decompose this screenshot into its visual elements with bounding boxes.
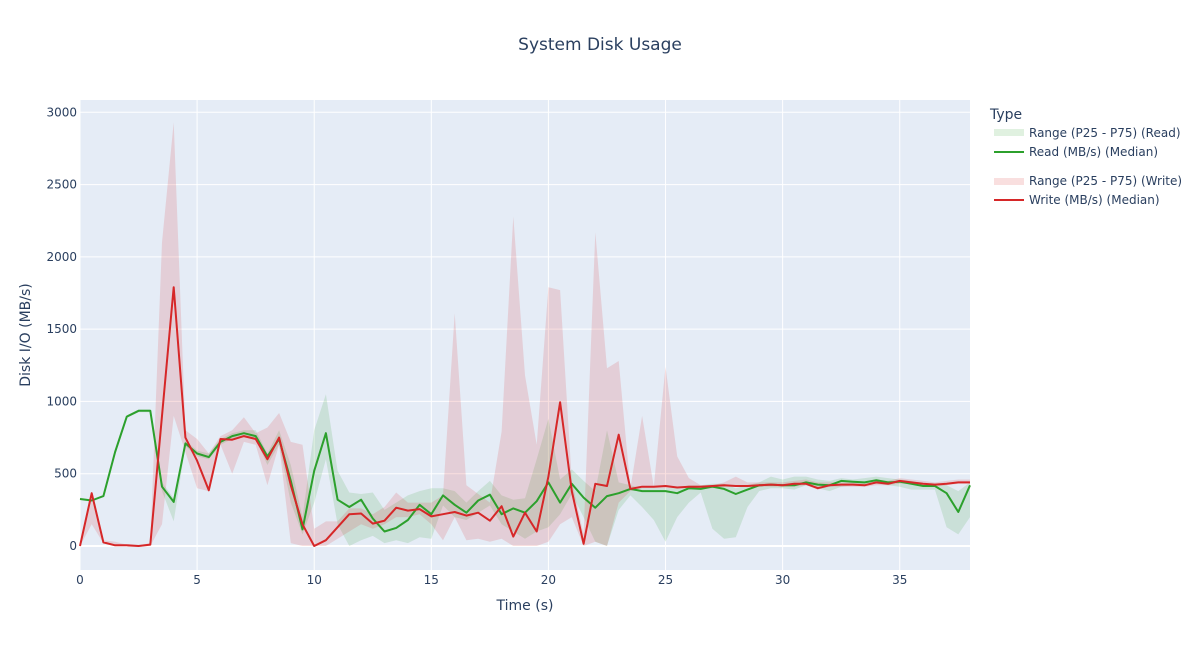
- y-tick-label: 1000: [46, 394, 77, 408]
- y-tick-label: 1500: [46, 322, 77, 336]
- grid: [79, 100, 970, 570]
- bands: [80, 122, 970, 547]
- legend-item-read[interactable]: Read (MB/s) (Median): [994, 145, 1158, 159]
- lines: [79, 286, 971, 547]
- y-tick-label: 2000: [46, 250, 77, 264]
- y-axis-label: Disk I/O (MB/s): [18, 283, 34, 386]
- plot-area: [80, 100, 970, 570]
- x-axis-label: Time (s): [496, 598, 554, 614]
- y-tick-label: 0: [69, 539, 77, 553]
- legend-label: Range (P25 - P75) (Write): [1029, 174, 1182, 188]
- y-tick-label: 2500: [46, 178, 77, 192]
- chart-title: System Disk Usage: [518, 35, 682, 55]
- legend-item-write[interactable]: Write (MB/s) (Median): [994, 193, 1160, 207]
- tick-labels: 0 5 10 15 20 25 30 35 0 500 1000 1500 2000 2500 3000: [46, 105, 907, 587]
- x-tick-label: 10: [307, 573, 322, 587]
- legend-item-write-band[interactable]: Range (P25 - P75) (Write): [994, 174, 1182, 188]
- legend-item-read-band[interactable]: Range (P25 - P75) (Read): [994, 126, 1181, 140]
- x-tick-label: 30: [775, 573, 790, 587]
- x-tick-label: 20: [541, 573, 556, 587]
- x-tick-label: 35: [892, 573, 907, 587]
- x-tick-label: 5: [193, 573, 201, 587]
- y-tick-label: 3000: [46, 105, 77, 119]
- x-tick-label: 25: [658, 573, 673, 587]
- x-tick-label: 15: [424, 573, 439, 587]
- write-median-line: [79, 286, 970, 547]
- legend-label: Write (MB/s) (Median): [1029, 193, 1160, 207]
- y-tick-label: 500: [54, 467, 77, 481]
- legend-label: Range (P25 - P75) (Read): [1029, 126, 1181, 140]
- legend-label: Read (MB/s) (Median): [1029, 145, 1158, 159]
- legend-title: Type: [989, 107, 1022, 123]
- legend: Type Range (P25 - P75) (Read) Read (MB/s…: [989, 107, 1182, 207]
- write-range-band: [80, 122, 970, 547]
- read-range-band: [80, 394, 970, 546]
- x-tick-label: 0: [76, 573, 84, 587]
